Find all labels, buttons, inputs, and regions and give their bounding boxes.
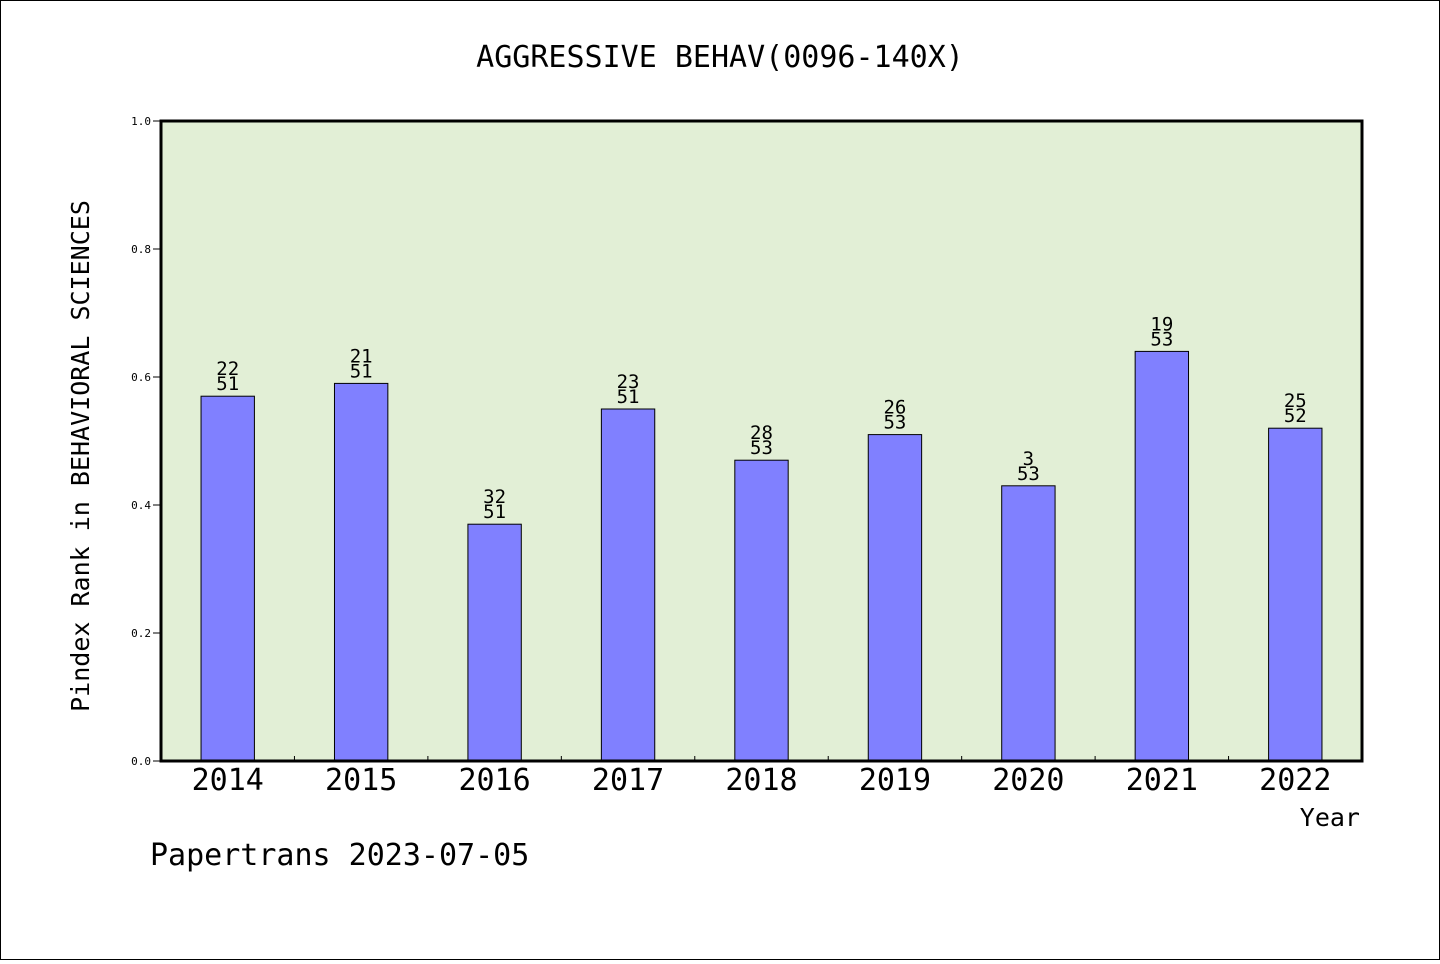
bar-2020 <box>1001 485 1056 762</box>
data-label-total-2022: 52 <box>1284 405 1307 427</box>
x-tick-label-2020: 2020 <box>992 763 1064 798</box>
x-tick-label-2019: 2019 <box>859 763 931 798</box>
y-tick-label: 0.8 <box>131 243 151 256</box>
bar-2016 <box>467 523 522 762</box>
data-label-rank-2021: 19 <box>1150 313 1173 335</box>
bars-group <box>200 350 1323 762</box>
x-tick-label-2015: 2015 <box>325 763 397 798</box>
bar-2022 <box>1268 427 1323 762</box>
y-tick-label: 1.0 <box>131 115 151 128</box>
y-tick-label: 0.0 <box>131 755 151 768</box>
data-label-rank-2015: 21 <box>350 345 373 367</box>
bar-2021 <box>1134 350 1190 762</box>
x-tick-label-2014: 2014 <box>192 763 264 798</box>
bar-2015 <box>333 382 389 762</box>
data-label-total-2019: 53 <box>883 412 906 434</box>
bar-2014 <box>200 395 255 762</box>
y-tick-label: 0.6 <box>131 371 151 384</box>
x-tick-label-2016: 2016 <box>458 763 530 798</box>
x-tick-label-2018: 2018 <box>725 763 797 798</box>
data-label-total-2021: 53 <box>1150 328 1173 350</box>
data-label-rank-2017: 23 <box>617 371 640 393</box>
data-label-total-2017: 51 <box>617 386 640 408</box>
chart-title: AGGRESSIVE BEHAV(0096-140X) <box>476 40 964 75</box>
x-tick-label-2022: 2022 <box>1259 763 1331 798</box>
data-label-total-2014: 51 <box>216 373 239 395</box>
bar-2019 <box>867 434 923 762</box>
bar-2018 <box>734 459 789 762</box>
footer-text: Papertrans 2023-07-05 <box>150 838 529 873</box>
data-label-rank-2020: 3 <box>1023 448 1034 470</box>
y-tick-label: 0.4 <box>131 499 151 512</box>
data-label-rank-2022: 25 <box>1284 390 1307 412</box>
y-tick-label: 0.2 <box>131 627 151 640</box>
bar-2017 <box>600 408 656 762</box>
x-axis-label: Year <box>1300 803 1360 832</box>
x-tick-label-2017: 2017 <box>592 763 664 798</box>
data-label-rank-2014: 22 <box>216 358 239 380</box>
data-label-total-2020: 53 <box>1017 463 1040 485</box>
x-tick-label-2021: 2021 <box>1126 763 1198 798</box>
data-label-rank-2019: 26 <box>883 397 906 419</box>
data-label-total-2016: 51 <box>483 501 506 523</box>
data-label-total-2018: 53 <box>750 437 773 459</box>
y-axis-label: Pindex Rank in BEHAVIORAL SCIENCES <box>66 200 95 712</box>
plot-border <box>159 119 1364 763</box>
data-label-total-2015: 51 <box>350 360 373 382</box>
data-label-rank-2016: 32 <box>483 486 506 508</box>
data-label-rank-2018: 28 <box>750 422 773 444</box>
data-labels-group: 2251201421512015325120162351201728532018… <box>131 115 1331 798</box>
